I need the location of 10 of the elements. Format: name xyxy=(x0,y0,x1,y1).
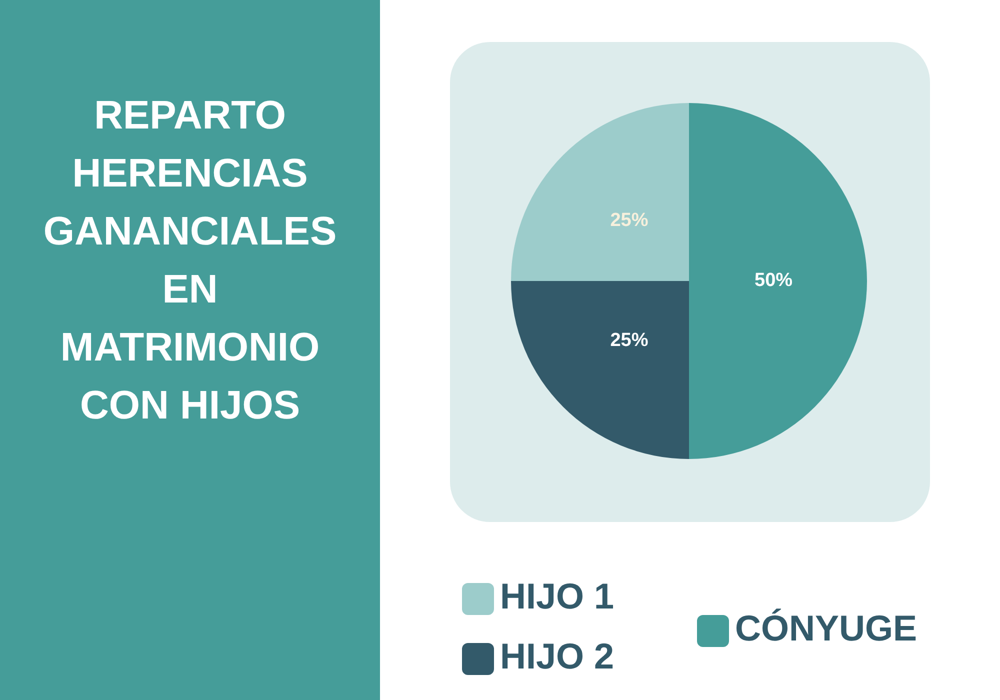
data-label: 50% xyxy=(754,270,793,292)
pie-slice xyxy=(689,103,867,459)
data-label: 25% xyxy=(610,330,648,351)
data-label: 25% xyxy=(610,210,648,232)
legend-label: HIJO 1 xyxy=(500,576,614,617)
legend-label: HIJO 2 xyxy=(500,636,614,677)
text: REPARTO HERENCIAS GANANCIALES EN MATRIMONIO CON HIJOS xyxy=(43,94,337,428)
pie-slice xyxy=(511,103,689,281)
legend-label: CÓNYUGE xyxy=(735,608,918,649)
pie-slice xyxy=(511,281,689,459)
